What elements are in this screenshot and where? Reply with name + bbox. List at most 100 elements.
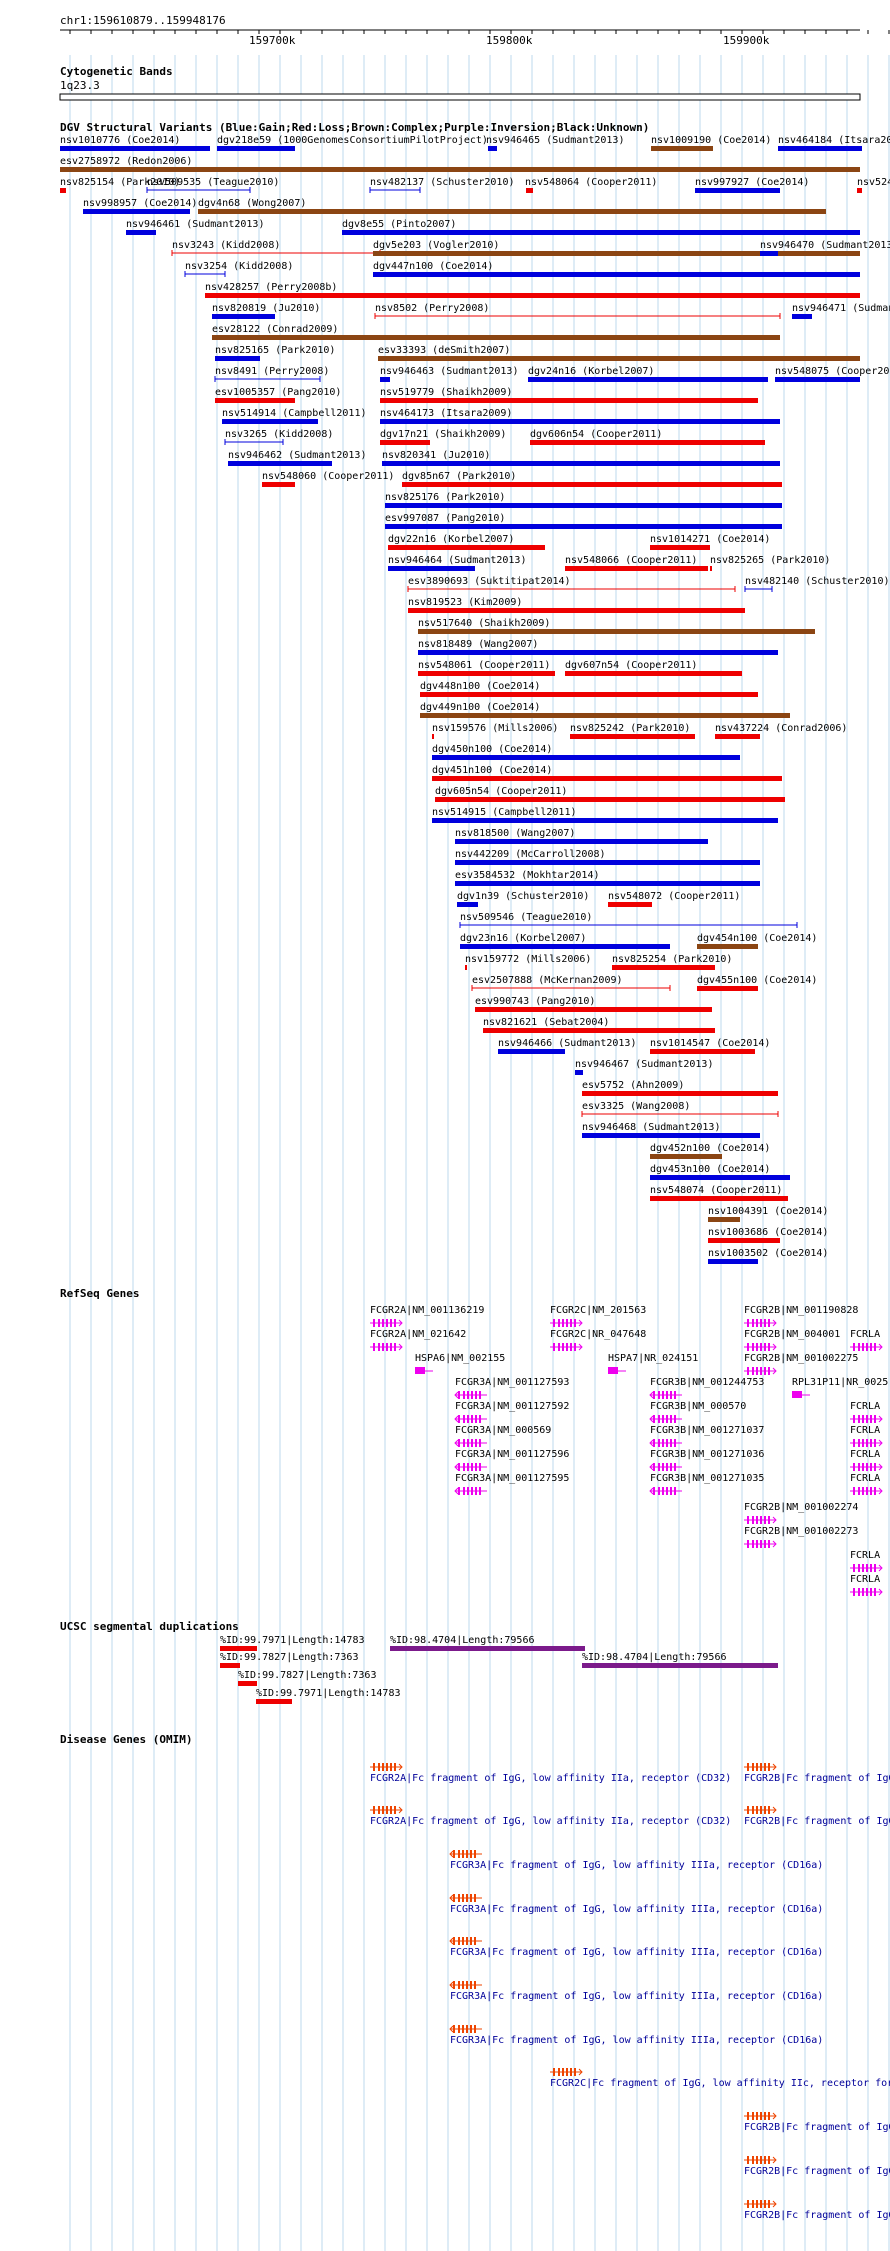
variant-bar[interactable] (385, 524, 782, 529)
variant-feature[interactable]: esv33393 (deSmith2007) (378, 345, 860, 361)
gene-model[interactable] (850, 1415, 883, 1423)
variant-feature[interactable]: nsv946468 (Sudmant2013) (582, 1122, 760, 1138)
variant-bar[interactable] (420, 692, 758, 697)
variant-feature[interactable]: dgv449n100 (Coe2014) (420, 702, 790, 718)
variant-bar[interactable] (435, 797, 785, 802)
variant-feature[interactable]: dgv22n16 (Korbel2007) (388, 534, 545, 550)
variant-bar[interactable] (695, 188, 780, 193)
variant-bar[interactable] (83, 209, 190, 214)
gene-model[interactable] (550, 1319, 583, 1327)
refseq-gene[interactable]: FCGR2C|NM_201563 (550, 1305, 646, 1327)
refseq-gene[interactable]: FCGR3B|NM_000570 (649, 1401, 746, 1423)
variant-bar[interactable] (582, 1091, 778, 1096)
variant-bar[interactable] (373, 251, 860, 256)
gene-model[interactable] (744, 1516, 777, 1524)
variant-feature[interactable]: nsv818500 (Wang2007) (455, 828, 708, 844)
gene-model[interactable] (454, 1391, 487, 1399)
gene-model[interactable] (449, 1937, 482, 1945)
variant-bar[interactable] (775, 377, 860, 382)
variant-bar[interactable] (697, 986, 758, 991)
variant-feature[interactable]: nsv998957 (Coe2014) (83, 198, 197, 214)
variant-bar[interactable] (217, 146, 295, 151)
variant-feature[interactable]: dgv1n39 (Schuster2010) (457, 891, 589, 907)
variant-feature[interactable]: nsv524 (857, 177, 890, 193)
variant-feature[interactable]: dgv218e59 (1000GenomesConsortiumPilotPro… (217, 135, 488, 151)
gene-model[interactable] (744, 1763, 777, 1771)
variant-bar[interactable] (60, 167, 860, 172)
omim-gene[interactable]: FCGR2A|Fc fragment of IgG, low affinity … (370, 1806, 731, 1827)
variant-feature[interactable]: esv3584532 (Mokhtar2014) (455, 870, 760, 886)
variant-bar[interactable] (408, 608, 745, 613)
variant-bar[interactable] (212, 335, 780, 340)
variant-feature[interactable]: nsv519779 (Shaikh2009) (380, 387, 758, 403)
refseq-gene[interactable]: FCGR3B|NM_001271035 (649, 1473, 764, 1495)
variant-bar[interactable] (455, 839, 708, 844)
variant-bar[interactable] (778, 146, 862, 151)
omim-gene[interactable]: FCGR3A|Fc fragment of IgG, low affinity … (449, 1850, 823, 1871)
gene-model[interactable] (744, 2200, 777, 2208)
cytoband-bar[interactable] (59, 93, 861, 101)
variant-feature[interactable]: nsv464173 (Itsara2009) (380, 408, 780, 424)
variant-feature[interactable]: nsv1004391 (Coe2014) (708, 1206, 828, 1222)
variant-feature[interactable]: nsv509535 (Teague2010) (146, 177, 279, 193)
variant-bar[interactable] (708, 1217, 740, 1222)
variant-bar[interactable] (570, 734, 695, 739)
gene-model[interactable] (744, 2156, 777, 2164)
variant-feature[interactable]: nsv946470 (Sudmant2013) (760, 240, 890, 256)
segdup-feature[interactable]: %ID:99.7827|Length:7363 (220, 1652, 358, 1668)
gene-model[interactable] (449, 2025, 482, 2033)
variant-bar[interactable] (708, 1238, 780, 1243)
omim-gene[interactable]: FCGR3A|Fc fragment of IgG, low affinity … (449, 2025, 823, 2046)
variant-bar[interactable] (385, 503, 782, 508)
variant-feature[interactable]: esv3325 (Wang2008) (581, 1101, 779, 1117)
refseq-gene[interactable]: HSPA7|NR_024151 (608, 1353, 698, 1374)
refseq-gene[interactable]: FCGR3A|NM_001127593 (454, 1377, 569, 1399)
omim-gene[interactable]: FCGR2B|Fc fragment of IgG, low affinity … (744, 2200, 890, 2221)
gene-model[interactable] (550, 2068, 583, 2076)
variant-feature[interactable]: nsv825265 (Park2010) (710, 555, 830, 571)
gene-model[interactable] (649, 1487, 682, 1495)
refseq-gene[interactable]: FCRLA (850, 1329, 883, 1351)
variant-bar[interactable] (650, 1049, 755, 1054)
gene-model[interactable] (370, 1763, 403, 1771)
variant-bar[interactable] (530, 440, 765, 445)
variant-feature[interactable]: nsv548064 (Cooper2011) (525, 177, 657, 193)
segdup-bar[interactable] (220, 1663, 240, 1668)
variant-feature[interactable]: dgv17n21 (Shaikh2009) (380, 429, 506, 445)
variant-feature[interactable]: nsv946465 (Sudmant2013) (486, 135, 624, 151)
variant-bar[interactable] (710, 566, 712, 571)
variant-feature[interactable]: esv2758972 (Redon2006) (60, 156, 860, 172)
variant-feature[interactable]: nsv946466 (Sudmant2013) (498, 1038, 636, 1054)
variant-feature[interactable]: nsv821621 (Sebat2004) (483, 1017, 715, 1033)
gene-model[interactable] (449, 1894, 482, 1902)
omim-gene[interactable]: FCGR2B|Fc fragment of IgG, low affinity … (744, 1806, 890, 1827)
gene-model[interactable] (850, 1487, 883, 1495)
variant-feature[interactable]: nsv517640 (Shaikh2009) (418, 618, 815, 634)
variant-feature[interactable]: nsv1003502 (Coe2014) (708, 1248, 828, 1264)
gene-model[interactable] (850, 1588, 883, 1596)
refseq-gene[interactable]: FCGR2B|NM_001002274 (744, 1502, 858, 1524)
variant-bar[interactable] (488, 146, 497, 151)
variant-bar[interactable] (457, 902, 478, 907)
ruler[interactable]: 159700k 159800k 159900k (60, 29, 860, 47)
segdup-bar[interactable] (238, 1681, 257, 1686)
variant-bar[interactable] (418, 629, 815, 634)
omim-gene[interactable]: FCGR2B|Fc fragment of IgG, low affinity … (744, 2112, 890, 2133)
variant-bar[interactable] (388, 545, 545, 550)
variant-bar[interactable] (60, 146, 210, 151)
variant-feature[interactable]: dgv23n16 (Korbel2007) (460, 933, 670, 949)
variant-bar[interactable] (650, 1154, 722, 1159)
variant-bar[interactable] (432, 755, 740, 760)
variant-bar[interactable] (465, 965, 467, 970)
variant-feature[interactable]: nsv548060 (Cooper2011) (262, 471, 394, 487)
gene-model[interactable] (454, 1415, 487, 1423)
omim-gene[interactable]: FCGR3A|Fc fragment of IgG, low affinity … (449, 1981, 823, 2002)
variant-bar[interactable] (432, 818, 778, 823)
variant-bar[interactable] (262, 482, 295, 487)
gene-model[interactable] (454, 1487, 487, 1495)
refseq-gene[interactable]: FCGR2A|NM_021642 (370, 1329, 466, 1351)
variant-bar[interactable] (760, 251, 778, 256)
gene-model[interactable] (608, 1367, 626, 1374)
variant-bar[interactable] (342, 230, 860, 235)
variant-bar[interactable] (380, 440, 430, 445)
